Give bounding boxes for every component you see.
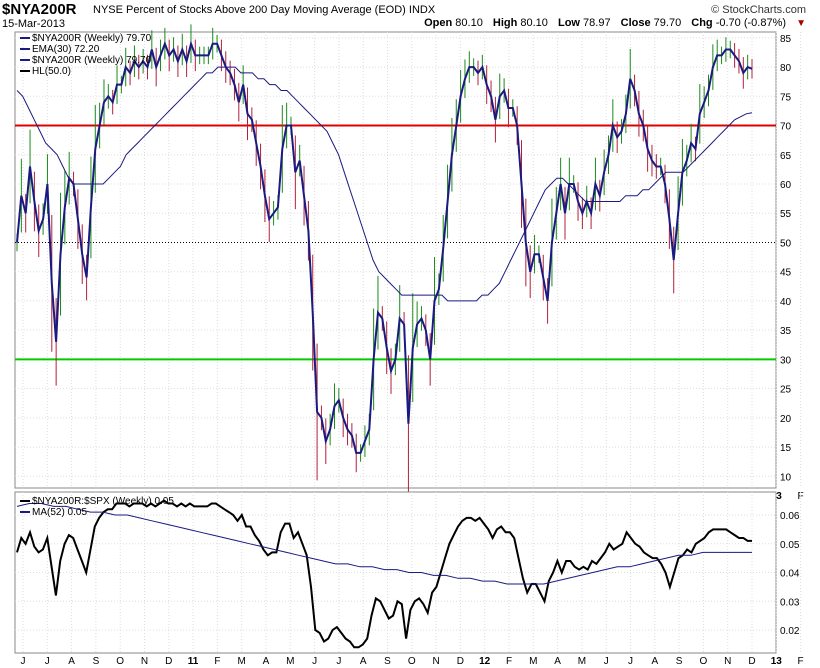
x-tick-label: J <box>312 656 317 667</box>
x-tick-label: O <box>116 656 124 667</box>
top-series-line-1 <box>16 66 753 302</box>
x-tick-label: J <box>628 656 633 667</box>
top-series-line-0 <box>16 40 753 454</box>
ohlc-readout: Open 80.10 High 80.10 Low 78.97 Close 79… <box>424 17 806 29</box>
legend-text: EMA(30) 72.20 <box>32 44 100 55</box>
chart-symbol: $NYA200R <box>2 1 77 18</box>
y-tick-label: 40 <box>780 297 792 308</box>
x-tick-label: M <box>238 656 246 667</box>
y-tick-label: 0.05 <box>780 540 800 551</box>
x-tick-label: M <box>578 656 586 667</box>
x-tick-label: O <box>408 656 416 667</box>
legend-text: $NYA200R (Weekly) 79.70 <box>32 55 152 66</box>
open-value: 80.10 <box>455 17 483 29</box>
legend-text: HL(50.0) <box>32 66 71 77</box>
x-tick-label: 12 <box>479 656 491 667</box>
legend-swatch <box>20 37 30 40</box>
x-tick-label: D <box>457 656 464 667</box>
x-tick-label: D <box>165 656 172 667</box>
legend-swatch <box>20 500 30 503</box>
x-tick-label: F <box>214 656 220 667</box>
y-tick-label: 45 <box>780 268 792 279</box>
x-tick-label: N <box>724 656 731 667</box>
y-tick-label: 50 <box>780 238 792 249</box>
x-tick-label: S <box>384 656 391 667</box>
top-legend: $NYA200R (Weekly) 79.70 EMA(30) 72.20 $NYA… <box>20 33 151 77</box>
y-tick-label: 85 <box>780 34 792 45</box>
open-label: Open <box>424 17 453 29</box>
y-tick-label: 70 <box>780 122 792 133</box>
legend-text: $NYA200R (Weekly) 79.70 <box>32 33 152 44</box>
high-value: 80.10 <box>520 17 548 29</box>
x-tick-label: N <box>141 656 148 667</box>
legend-swatch <box>20 48 30 51</box>
x-tick-label: D <box>748 656 755 667</box>
x-tick-label: A <box>263 656 270 667</box>
y-tick-label: 35 <box>780 326 792 337</box>
y-tick-label: 65 <box>780 151 792 162</box>
y-tick-label: 0.04 <box>780 569 800 580</box>
bottom-series-line-1 <box>16 503 752 585</box>
x-tick-label: N <box>432 656 439 667</box>
legend-swatch <box>20 70 30 73</box>
legend-text: $NYA200R:$SPX (Weekly) 0.05 <box>32 496 174 507</box>
high-label: High <box>492 17 518 29</box>
x-tick-label: F <box>506 656 512 667</box>
x-tick-label: S <box>93 656 100 667</box>
close-label: Close <box>620 17 651 29</box>
bottom-legend-item: MA(52) 0.05 <box>20 507 174 518</box>
y-tick-label: 10 <box>780 472 792 483</box>
low-value: 78.97 <box>583 17 611 29</box>
x-tick-label: J <box>336 656 341 667</box>
bottom-series-line-0 <box>16 499 752 649</box>
legend-swatch <box>20 59 30 62</box>
x-tick-label: A <box>68 656 75 667</box>
x-tick-label: 13 <box>771 491 783 502</box>
x-tick-label: 11 <box>188 656 199 667</box>
stockcharts-credit[interactable]: © StockCharts.com <box>711 4 806 16</box>
x-tick-label: J <box>604 656 609 667</box>
chg-value: -0.70 (-0.87%) <box>715 17 787 29</box>
y-tick-label: 25 <box>780 385 792 396</box>
y-tick-label: 30 <box>780 355 792 366</box>
legend-text: MA(52) 0.05 <box>32 507 88 518</box>
low-label: Low <box>557 17 580 29</box>
top-legend-item: HL(50.0) <box>20 66 151 77</box>
top-legend-item: $NYA200R (Weekly) 79.70 <box>20 55 151 66</box>
y-tick-label: 20 <box>780 414 792 425</box>
top-legend-item: EMA(30) 72.20 <box>20 44 151 55</box>
x-tick-label: F <box>798 491 804 502</box>
y-tick-label: 0.02 <box>780 626 800 637</box>
x-tick-label: A <box>554 656 561 667</box>
x-tick-label: A <box>651 656 658 667</box>
chg-label: Chg <box>691 17 713 29</box>
chart-date: 15-Mar-2013 <box>2 18 65 30</box>
y-tick-label: 55 <box>780 209 792 220</box>
bottom-legend-item: $NYA200R:$SPX (Weekly) 0.05 <box>20 496 174 507</box>
plot-frame <box>14 31 777 489</box>
x-tick-label: 13 <box>771 656 783 667</box>
legend-swatch <box>20 511 30 514</box>
triangle-down-icon: ▼ <box>796 18 806 29</box>
bottom-legend: $NYA200R:$SPX (Weekly) 0.05 MA(52) 0.05 <box>20 496 174 518</box>
x-tick-label: J <box>45 656 50 667</box>
y-tick-label: 75 <box>780 92 792 103</box>
x-tick-label: J <box>21 656 26 667</box>
y-tick-label: 0.03 <box>780 597 800 608</box>
chart-header: $NYA200R NYSE Percent of Stocks Above 20… <box>0 0 820 32</box>
y-tick-label: 80 <box>780 63 792 74</box>
x-tick-label: A <box>360 656 367 667</box>
x-tick-label: M <box>286 656 294 667</box>
chart-description: NYSE Percent of Stocks Above 200 Day Mov… <box>93 4 436 16</box>
y-tick-label: 60 <box>780 180 792 191</box>
y-tick-label: 15 <box>780 443 792 454</box>
y-tick-label: 0.06 <box>780 511 800 522</box>
x-tick-label: O <box>700 656 708 667</box>
x-tick-label: F <box>798 656 804 667</box>
x-tick-label: S <box>676 656 683 667</box>
x-tick-label: M <box>529 656 537 667</box>
top-legend-item: $NYA200R (Weekly) 79.70 <box>20 33 151 44</box>
close-value: 79.70 <box>653 17 682 29</box>
